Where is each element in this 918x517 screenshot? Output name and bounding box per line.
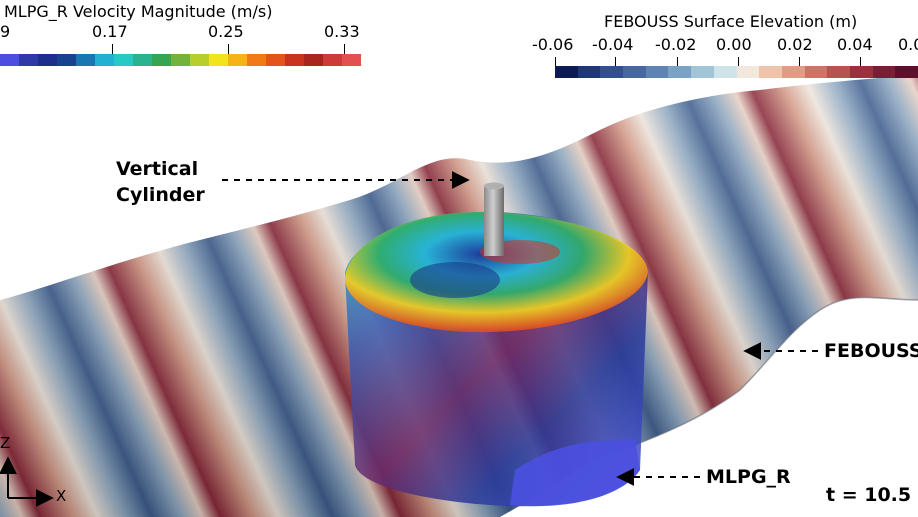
- elevation-tick-label: 0.00: [716, 35, 752, 54]
- elevation-tick-label: 0.02: [777, 35, 813, 54]
- velocity-color-swatch-1: [19, 54, 38, 66]
- z-axis-label: Z: [0, 434, 11, 452]
- elevation-tick-mark: [677, 57, 678, 67]
- velocity-color-swatch-9: [171, 54, 190, 66]
- velocity-color-swatch-10: [190, 54, 209, 66]
- mlpg-domain-top: [345, 212, 648, 333]
- elevation-tick-label: 0.0: [898, 35, 918, 54]
- elevation-color-swatch-12: [827, 66, 850, 78]
- velocity-color-swatch-0: [0, 54, 19, 66]
- elevation-color-swatch-15: [895, 66, 918, 78]
- time-label: t = 10.5: [826, 484, 912, 506]
- velocity-color-swatch-6: [114, 54, 133, 66]
- velocity-tick-mark: [344, 44, 345, 54]
- elevation-tick-mark: [799, 57, 800, 67]
- febouss-label: FEBOUSS: [824, 340, 918, 362]
- velocity-color-swatch-13: [247, 54, 266, 66]
- mlpg-domain-bottom: [510, 440, 640, 507]
- velocity-color-swatch-4: [76, 54, 95, 66]
- elevation-tick-label: -0.02: [655, 35, 697, 54]
- velocity-color-swatch-7: [133, 54, 152, 66]
- velocity-color-swatch-5: [95, 54, 114, 66]
- elevation-color-swatch-4: [645, 66, 669, 78]
- cylinder-top: [484, 182, 504, 190]
- velocity-tick-label: 0.33: [324, 22, 360, 41]
- elevation-color-swatch-3: [623, 66, 646, 78]
- velocity-color-swatch-18: [342, 54, 361, 66]
- elevation-colorbar: [555, 66, 918, 78]
- mlpg-label: MLPG_R: [706, 466, 791, 488]
- velocity-tick-label: 0.25: [208, 22, 244, 41]
- elevation-tick-label: -0.06: [532, 35, 574, 54]
- velocity-color-swatch-12: [228, 54, 247, 66]
- velocity-color-swatch-14: [266, 54, 285, 66]
- velocity-color-swatch-8: [152, 54, 171, 66]
- velocity-tick-label: 9: [0, 22, 11, 41]
- elevation-color-swatch-9: [759, 66, 782, 78]
- x-axis-label: X: [56, 487, 67, 505]
- elevation-color-swatch-14: [872, 66, 896, 78]
- velocity-color-swatch-3: [57, 54, 76, 66]
- velocity-tick-label: 0.17: [92, 22, 128, 41]
- velocity-tick-mark: [112, 44, 113, 54]
- elevation-tick-label: 0.04: [837, 35, 873, 54]
- elevation-tick-mark: [738, 57, 739, 67]
- velocity-colorbar-title: MLPG_R Velocity Magnitude (m/s): [4, 2, 273, 21]
- cylinder-label-line1: Vertical: [116, 158, 199, 180]
- velocity-colorbar: [0, 54, 361, 66]
- velocity-color-swatch-2: [38, 54, 57, 66]
- elevation-color-swatch-13: [849, 66, 873, 78]
- elevation-color-swatch-0: [555, 66, 578, 78]
- elevation-tick-mark: [860, 57, 861, 67]
- elevation-color-swatch-6: [691, 66, 714, 78]
- elevation-tick-label: -0.04: [592, 35, 634, 54]
- velocity-color-swatch-16: [304, 54, 323, 66]
- elevation-color-swatch-1: [577, 66, 601, 78]
- velocity-tick-mark: [228, 44, 229, 54]
- elevation-tick-mark: [615, 57, 616, 67]
- elevation-color-swatch-7: [713, 66, 737, 78]
- elevation-tick-mark: [555, 57, 556, 67]
- elevation-color-swatch-2: [600, 66, 624, 78]
- elevation-colorbar-title: FEBOUSS Surface Elevation (m): [604, 12, 858, 31]
- velocity-color-swatch-11: [209, 54, 228, 66]
- low-velocity-patch: [410, 262, 500, 298]
- vertical-cylinder: [484, 186, 504, 256]
- elevation-color-swatch-5: [668, 66, 692, 78]
- velocity-color-swatch-15: [285, 54, 304, 66]
- elevation-color-swatch-11: [804, 66, 828, 78]
- elevation-color-swatch-8: [736, 66, 760, 78]
- velocity-color-swatch-17: [323, 54, 342, 66]
- cylinder-label-line2: Cylinder: [116, 184, 205, 206]
- cylinder-annotation: Vertical Cylinder: [116, 156, 205, 208]
- elevation-color-swatch-10: [781, 66, 805, 78]
